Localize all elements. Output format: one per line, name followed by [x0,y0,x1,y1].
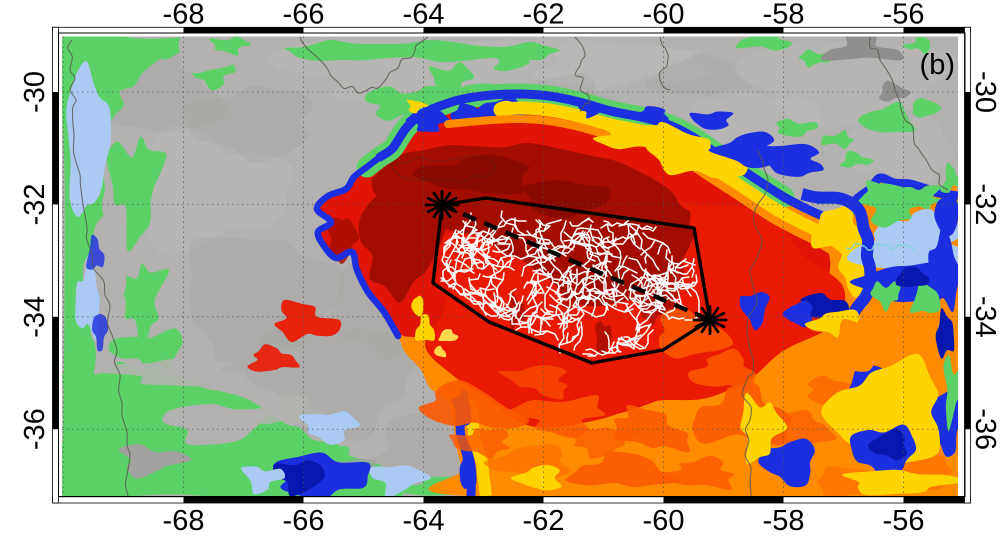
svg-text:-66: -66 [283,0,325,31]
svg-text:(b): (b) [920,49,955,81]
svg-text:-64: -64 [403,505,445,534]
svg-text:-32: -32 [969,183,1000,225]
svg-text:-60: -60 [643,0,685,31]
svg-text:-36: -36 [969,408,1000,450]
svg-text:-62: -62 [523,0,565,31]
svg-text:-56: -56 [883,505,925,534]
svg-text:-60: -60 [643,505,685,534]
svg-text:-34: -34 [19,296,51,338]
svg-text:-30: -30 [19,71,51,113]
svg-text:-66: -66 [283,505,325,534]
svg-text:-62: -62 [523,505,565,534]
svg-text:-56: -56 [883,0,925,31]
svg-text:-32: -32 [19,183,51,225]
svg-text:-30: -30 [969,71,1000,113]
svg-text:-68: -68 [163,505,205,534]
svg-text:-68: -68 [163,0,205,31]
svg-text:-58: -58 [763,505,805,534]
svg-text:-34: -34 [969,296,1000,338]
svg-text:-36: -36 [19,408,51,450]
svg-text:-64: -64 [403,0,445,31]
svg-text:-58: -58 [763,0,805,31]
